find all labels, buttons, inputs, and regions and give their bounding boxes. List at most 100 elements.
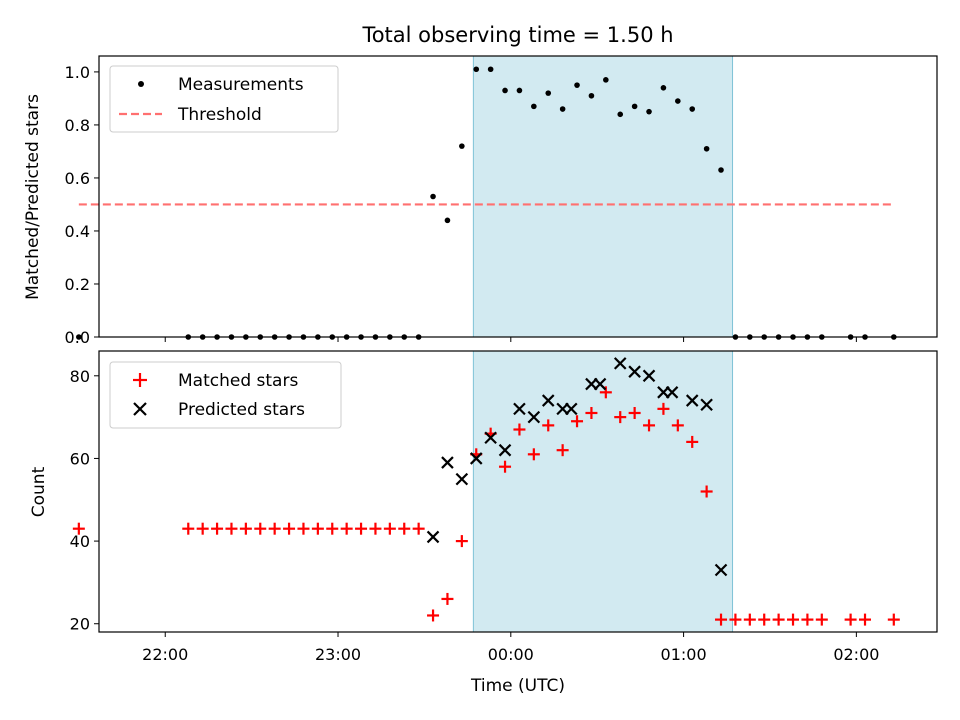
matched-star-point <box>499 460 512 473</box>
top-y-tick-label: 0.0 <box>65 328 90 347</box>
matched-star-point <box>542 419 555 432</box>
measurements-legend-marker <box>138 81 144 87</box>
top-y-tick-label: 1.0 <box>65 63 90 82</box>
matched-star-point <box>686 435 699 448</box>
measurement-point <box>487 66 494 73</box>
matched-star-point <box>297 522 310 535</box>
bottom-legend-box <box>109 361 342 429</box>
x-tick-label: 00:00 <box>488 645 534 664</box>
predicted-star-point <box>564 402 578 416</box>
measurement-point <box>516 87 523 94</box>
predicted-star-point <box>484 431 497 445</box>
matched-star-point <box>225 522 238 535</box>
matched-star-point <box>196 522 209 535</box>
matched-star-point <box>455 535 468 548</box>
top-y-tick-label: 0.2 <box>65 275 90 294</box>
predicted-star-point <box>513 402 526 416</box>
top-legend-box <box>109 65 339 133</box>
predicted-star-point <box>593 377 607 391</box>
predicted-legend-label: Predicted stars <box>178 400 305 420</box>
x-tick-label: 01:00 <box>661 645 707 664</box>
top-y-axis-label: Matched/Predicted stars <box>23 94 43 300</box>
predicted-star-point <box>665 386 679 399</box>
measurement-point <box>689 106 696 112</box>
matched-star-point <box>614 411 627 424</box>
top-y-tick-label: 0.4 <box>65 222 90 241</box>
top-panel: 0.0 0.2 0.4 0.6 0.8 1.0 Matched/Predicted sta… <box>23 55 938 347</box>
matched-star-point <box>758 613 771 626</box>
matched-star-point <box>671 419 684 432</box>
measurement-point <box>559 106 566 112</box>
x-axis-label: Time (UTC) <box>470 676 565 696</box>
top-y-tick-label: 0.8 <box>65 116 90 135</box>
predicted-star-point <box>455 472 469 486</box>
matched-star-point <box>355 522 368 535</box>
measurement-point <box>718 167 724 173</box>
measurement-point <box>430 193 436 200</box>
matched-star-point <box>715 613 728 626</box>
predicted-star-point <box>685 394 699 407</box>
matched-star-point <box>772 613 785 626</box>
measurement-point <box>660 85 667 91</box>
matched-star-point <box>239 522 252 535</box>
bottom-y-tick-label: 20 <box>70 615 90 634</box>
matched-star-point <box>787 613 800 626</box>
chart-title: Total observing time = 1.50 h <box>361 23 673 47</box>
x-tick-label: 22:00 <box>142 645 188 664</box>
predicted-star-point <box>541 394 555 407</box>
matched-star-point <box>556 444 569 457</box>
matched-legend-label: Matched stars <box>178 371 298 391</box>
top-legend: Measurements Threshold <box>109 65 339 133</box>
predicted-legend-marker <box>133 402 147 416</box>
matched-star-point <box>72 522 85 535</box>
matched-star-point <box>513 423 526 436</box>
measurement-point <box>646 108 652 115</box>
matched-star-point <box>585 406 598 419</box>
matched-star-point <box>801 613 814 626</box>
top-observing-window <box>472 55 734 338</box>
predicted-star-point <box>700 398 713 411</box>
predicted-star-point <box>498 443 512 457</box>
matched-star-point <box>369 522 382 535</box>
matched-star-point <box>643 419 656 432</box>
matched-star-point <box>743 613 756 626</box>
matched-star-point <box>383 522 396 535</box>
matched-star-point <box>700 485 713 498</box>
x-tick-label: 23:00 <box>315 645 361 664</box>
measurement-point <box>545 90 552 96</box>
bottom-y-ticks: 20 40 60 80 <box>70 367 99 634</box>
matched-star-point <box>326 522 339 535</box>
matched-star-point <box>182 522 195 535</box>
measurement-point <box>574 82 580 88</box>
measurement-point <box>444 217 451 224</box>
top-y-ticks: 0.0 0.2 0.4 0.6 0.8 1.0 <box>65 63 99 347</box>
x-axis-ticks: 22:00 23:00 00:00 01:00 02:00 <box>142 337 879 664</box>
predicted-star-point <box>469 452 483 465</box>
bottom-y-tick-label: 40 <box>70 532 90 551</box>
top-axes-frame <box>98 55 938 338</box>
predicted-star-point <box>527 410 541 424</box>
measurement-point <box>473 66 480 73</box>
matched-star-point <box>729 613 742 626</box>
predicted-star-point <box>441 456 454 469</box>
matched-star-point <box>398 522 411 535</box>
x-tick-label: 02:00 <box>833 645 879 664</box>
bottom-axes-frame <box>98 350 938 633</box>
matched-star-point <box>844 613 857 626</box>
predicted-star-point <box>426 530 440 544</box>
matched-star-point <box>412 522 425 535</box>
matched-star-point <box>441 592 454 605</box>
measurement-point <box>531 103 537 110</box>
bottom-plot-area <box>72 357 900 626</box>
matched-star-point <box>268 522 281 535</box>
matched-star-point <box>815 613 828 626</box>
measurement-point <box>76 334 82 340</box>
matched-star-point <box>859 613 872 626</box>
matched-star-point <box>527 448 540 461</box>
predicted-star-point <box>714 563 728 577</box>
matched-star-point <box>254 522 267 535</box>
matched-star-point <box>571 415 584 428</box>
matched-star-point <box>211 522 224 535</box>
measurement-point <box>459 143 465 149</box>
